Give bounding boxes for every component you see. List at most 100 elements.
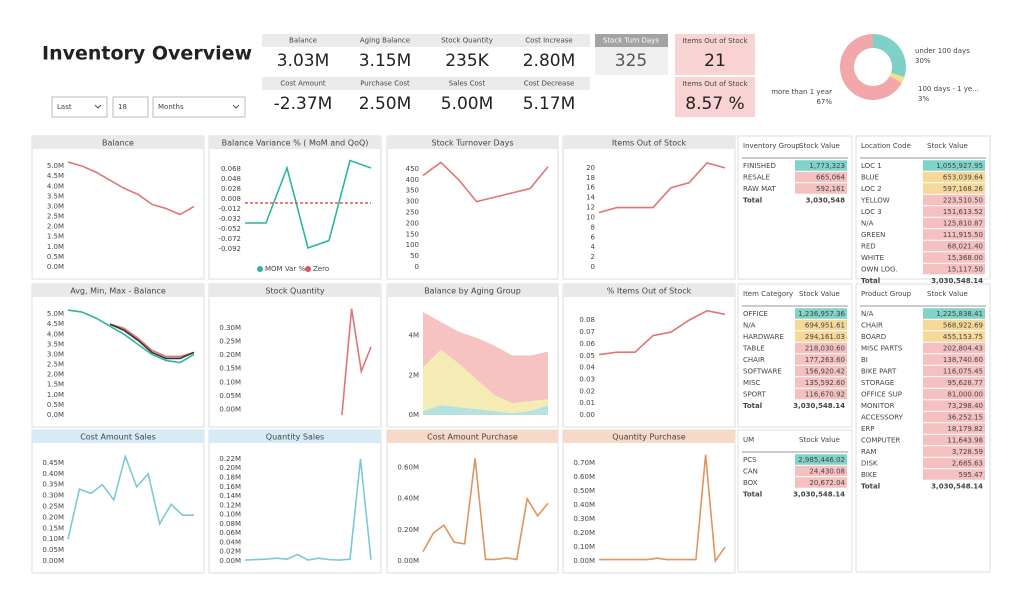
row-label: LOC 1 (861, 162, 882, 170)
y-tick-label: 0.03 (579, 375, 595, 383)
y-tick-label: 0.00 (579, 411, 595, 419)
value-cell (795, 365, 847, 377)
value-cell (923, 171, 985, 183)
area (423, 349, 548, 414)
y-tick-label: 0.25M (42, 503, 64, 511)
row-value: 595.47 (959, 471, 984, 479)
total-value: 3,030,548.14 (793, 491, 845, 499)
row-value: 294,161.03 (805, 333, 845, 341)
row-label: N/A (743, 322, 756, 330)
line (422, 458, 549, 561)
y-tick-label: 1.5M (47, 233, 64, 241)
y-tick-label: 0.06 (579, 340, 595, 348)
total-label: Total (861, 483, 880, 491)
value-cell (923, 365, 985, 377)
total-value: 3,030,548.14 (793, 402, 845, 410)
value-cell (923, 331, 985, 342)
chart-title: Items Out of Stock (612, 139, 687, 148)
y-tick-label: 0.0M (47, 263, 64, 271)
kpi-label: Stock Quantity (441, 37, 493, 45)
row-value: 223,510.50 (943, 197, 983, 205)
filter-text: Last (57, 103, 72, 111)
y-tick-label: 1.0M (47, 243, 64, 251)
panel-header (563, 284, 735, 297)
value-cell (795, 183, 847, 194)
chart-title: Stock Turnover Days (432, 139, 514, 148)
filter-dropdown[interactable] (152, 96, 246, 118)
row-value: 1,773,323 (809, 162, 845, 170)
line (422, 161, 549, 203)
row-label: FINISHED (743, 162, 776, 170)
value-cell (923, 400, 985, 411)
panel (208, 283, 382, 428)
row-value: 1,055,927.95 (936, 162, 983, 170)
y-tick-label: 0.00M (219, 557, 241, 565)
row-label: HARDWARE (743, 333, 784, 341)
y-tick-label: 300 (406, 198, 419, 206)
filter-input[interactable] (112, 96, 149, 118)
y-tick-label: 0.18M (219, 474, 241, 482)
value-cell (923, 308, 985, 319)
panel-header (209, 430, 381, 443)
y-tick-label: 0.15M (42, 524, 64, 532)
table-header: Inventory Group (743, 142, 801, 150)
row-label: RAM (861, 448, 876, 456)
panel-header (32, 284, 204, 297)
kpi-value: -2.37M (274, 94, 333, 114)
card (675, 77, 755, 117)
y-tick-label: 3.0M (47, 350, 64, 358)
y-tick-label: 0.10M (219, 511, 241, 519)
row-value: 1,225,838.41 (936, 310, 983, 318)
area (423, 311, 548, 404)
filter-dropdown[interactable] (51, 96, 108, 118)
y-tick-label: 6 (591, 233, 596, 241)
panel (31, 283, 205, 428)
panel-header (32, 430, 204, 443)
y-tick-label: 0.60M (397, 464, 419, 472)
table-panel (737, 429, 853, 573)
y-tick-label: 0.10M (573, 543, 595, 551)
panel-header (563, 430, 735, 443)
chart-title: Balance (102, 139, 134, 148)
y-tick-label: 0.00M (219, 406, 241, 414)
y-tick-label: 2 (591, 253, 595, 261)
row-label: MISC PARTS (861, 345, 903, 353)
y-tick-label: 3.0M (47, 202, 64, 210)
kpi-value: 5.00M (441, 94, 494, 114)
panel (31, 429, 205, 574)
row-label: LOC 2 (861, 185, 882, 193)
y-tick-label: 4M (409, 332, 420, 340)
row-label: MONITOR (861, 402, 895, 410)
row-value: 111,915.50 (943, 231, 983, 239)
panel (208, 135, 382, 280)
y-tick-label: 0.30M (573, 515, 595, 523)
row-label: OFFICE SUP (861, 391, 902, 399)
y-tick-label: 12 (586, 204, 595, 212)
value-cell (795, 160, 847, 171)
y-tick-label: 0.30M (219, 324, 241, 332)
row-value: 177,263.60 (805, 356, 845, 364)
y-tick-label: 0.08M (219, 520, 241, 528)
value-cell (795, 342, 847, 354)
row-value: 156,920.42 (805, 368, 845, 376)
kpi-label-band (344, 34, 426, 47)
total-label: Total (743, 197, 762, 205)
row-value: 18,179.82 (947, 425, 983, 433)
y-tick-label: 5.0M (47, 162, 64, 170)
donut-slice (873, 34, 906, 78)
y-tick-label: 400 (406, 176, 419, 184)
row-label: PCS (743, 456, 757, 464)
y-tick-label: -0.092 (218, 245, 241, 253)
row-value: 116,670.92 (805, 391, 845, 399)
y-tick-label: 150 (406, 230, 419, 238)
y-tick-label: 4 (591, 243, 596, 251)
panel-header (387, 284, 558, 297)
y-tick-label: 4.0M (47, 182, 64, 190)
y-tick-label: -0.052 (218, 225, 241, 233)
row-value: 15,368.00 (947, 254, 983, 262)
y-tick-label: 0 (415, 263, 419, 271)
slice-label: 100 days - 1 ye... (918, 85, 979, 93)
value-cell (923, 354, 985, 365)
panel-header (209, 136, 381, 149)
y-tick-label: 0.05M (219, 392, 241, 400)
